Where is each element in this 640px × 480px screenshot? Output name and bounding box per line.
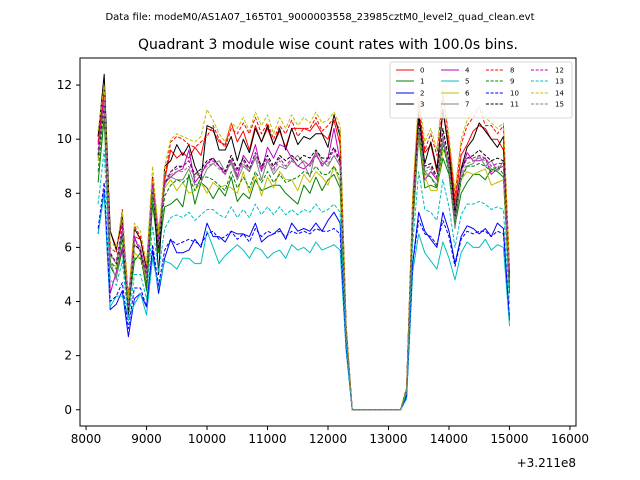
y-axis: 0 2 4 6 8 10 12: [57, 78, 80, 417]
x-tick-label: 10000: [188, 432, 226, 446]
y-tick-label: 12: [57, 78, 72, 92]
legend-label-6: 6: [465, 90, 470, 98]
legend-label-9: 9: [510, 78, 514, 86]
series-line-2: [97, 190, 510, 411]
x-tick-label: 16000: [551, 432, 589, 446]
series-line-1: [97, 117, 510, 411]
series-line-3: [97, 73, 510, 411]
legend-label-14: 14: [555, 90, 564, 98]
y-tick-label: 0: [64, 403, 72, 417]
series-line-14: [97, 84, 510, 411]
x-tick-label: 9000: [131, 432, 162, 446]
suptitle: Data file: modeM0/AS1A07_165T01_90000035…: [105, 12, 534, 23]
series-line-6: [97, 103, 510, 411]
legend-label-12: 12: [555, 67, 564, 75]
series-layer: [97, 73, 510, 411]
legend-label-5: 5: [465, 78, 469, 86]
x-axis: 8000 9000 10000 11000 12000 13000 14000 15000 16…: [71, 426, 589, 446]
x-offset-label: +3.211e8: [517, 456, 576, 470]
y-tick-label: 6: [64, 240, 72, 254]
legend-label-15: 15: [555, 101, 564, 109]
plot-area: 8000 9000 10000 11000 12000 13000 14000 15000 16…: [57, 57, 589, 446]
series-line-13: [97, 149, 510, 411]
x-tick-label: 8000: [71, 432, 102, 446]
x-tick-label: 15000: [490, 432, 528, 446]
x-tick-label: 11000: [248, 432, 286, 446]
legend-label-10: 10: [510, 90, 519, 98]
legend-label-8: 8: [510, 67, 514, 75]
y-tick-label: 4: [64, 295, 72, 309]
x-tick-label: 13000: [369, 432, 407, 446]
series-line-9: [97, 106, 510, 411]
legend-label-3: 3: [420, 101, 424, 109]
legend-frame: [389, 61, 573, 119]
legend-label-7: 7: [465, 101, 469, 109]
x-tick-label: 14000: [430, 432, 468, 446]
y-tick-label: 2: [64, 349, 72, 363]
legend-label-1: 1: [420, 78, 424, 86]
series-line-11: [97, 103, 510, 411]
legend-label-2: 2: [420, 90, 424, 98]
y-tick-label: 8: [64, 186, 72, 200]
series-line-10: [97, 182, 510, 411]
legend-label-0: 0: [420, 67, 424, 75]
series-line-15: [97, 100, 510, 411]
legend-label-11: 11: [510, 101, 519, 109]
legend-label-13: 13: [555, 78, 564, 86]
chart-title: Quadrant 3 module wise count rates with …: [138, 37, 518, 53]
y-tick-label: 10: [57, 132, 72, 146]
legend-label-4: 4: [465, 67, 470, 75]
series-line-5: [97, 192, 510, 411]
x-tick-label: 12000: [309, 432, 347, 446]
